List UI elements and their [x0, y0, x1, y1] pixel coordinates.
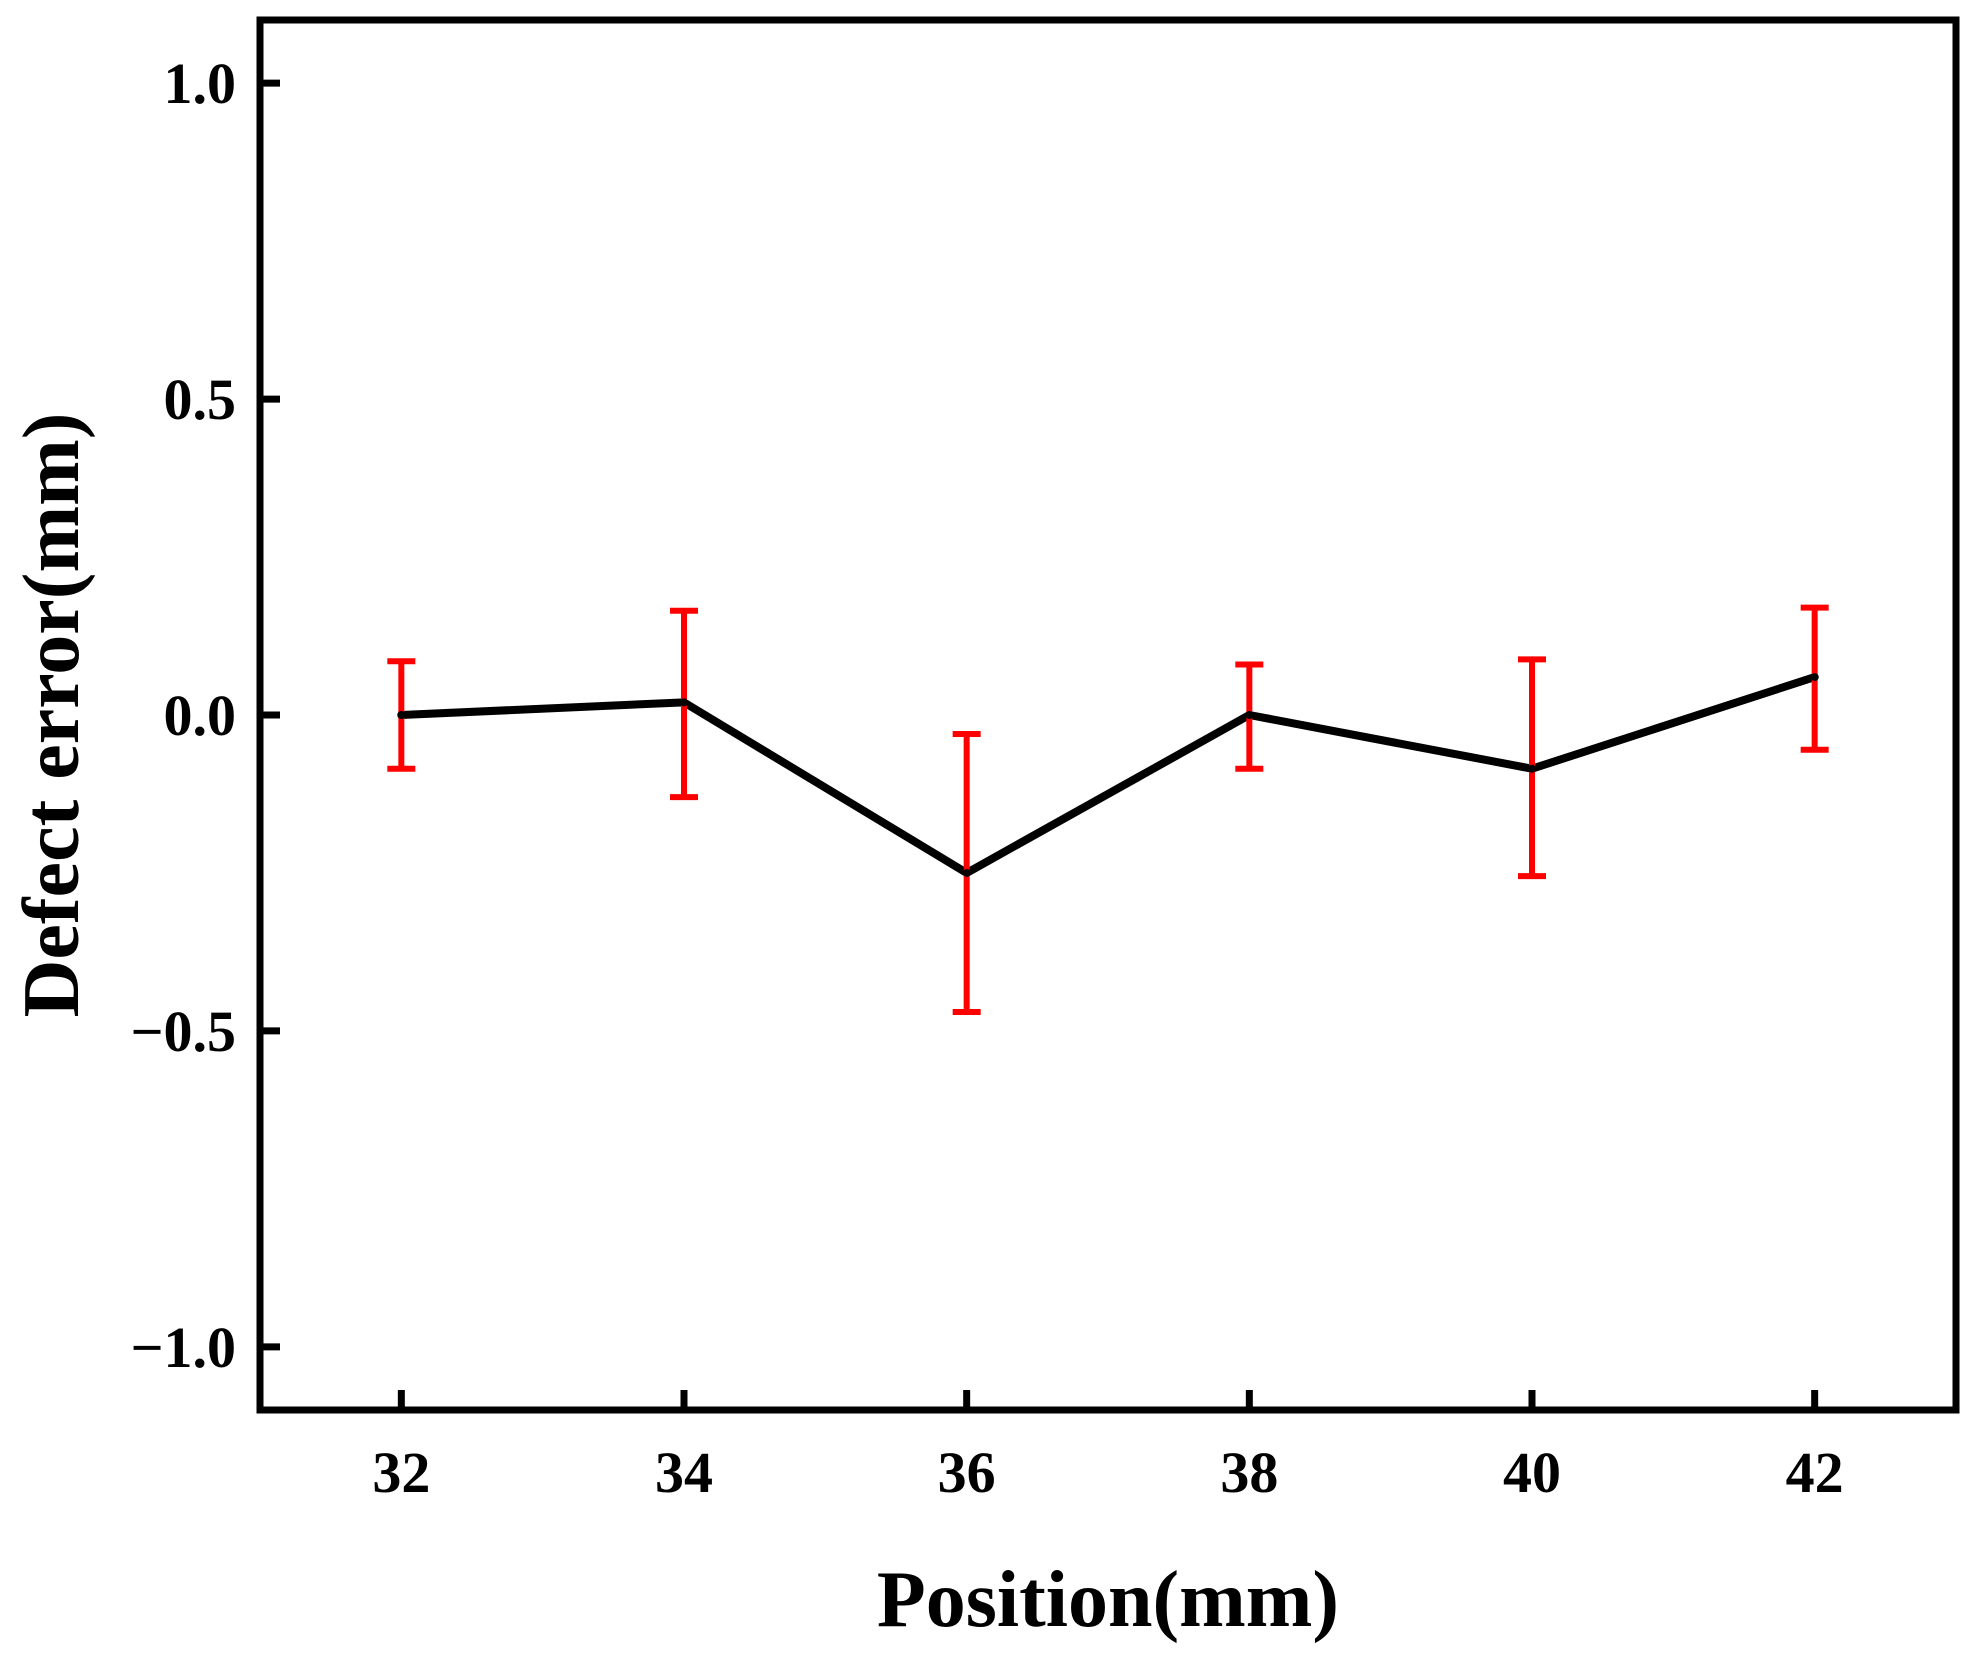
y-tick-label: −1.0 [130, 1315, 236, 1380]
y-tick-label: 0.5 [164, 367, 237, 432]
data-point [397, 711, 406, 719]
data-point [680, 698, 688, 707]
x-tick-label: 40 [1503, 1440, 1561, 1505]
data-point [962, 868, 971, 877]
x-axis-label: Position(mm) [877, 1556, 1339, 1644]
data-point [1810, 673, 1819, 682]
y-tick-label: 1.0 [164, 51, 237, 116]
x-tick-label: 32 [372, 1440, 430, 1505]
plot-layer [387, 604, 1829, 1015]
data-point [1245, 711, 1254, 719]
y-axis-label: Defect error(mm) [8, 413, 96, 1018]
axis-layer: 32 34 36 38 40 42 −1.0 −0.5 0.0 0.5 1.0 [130, 51, 1843, 1505]
x-tick-label: 38 [1220, 1440, 1278, 1505]
x-tick-label: 42 [1786, 1440, 1844, 1505]
x-tick-label: 36 [938, 1440, 996, 1505]
y-tick-label: −0.5 [130, 999, 236, 1064]
y-tick-label: 0.0 [164, 683, 237, 748]
series-line [397, 673, 1819, 877]
x-tick-label: 34 [655, 1440, 713, 1505]
data-point [1528, 764, 1536, 773]
